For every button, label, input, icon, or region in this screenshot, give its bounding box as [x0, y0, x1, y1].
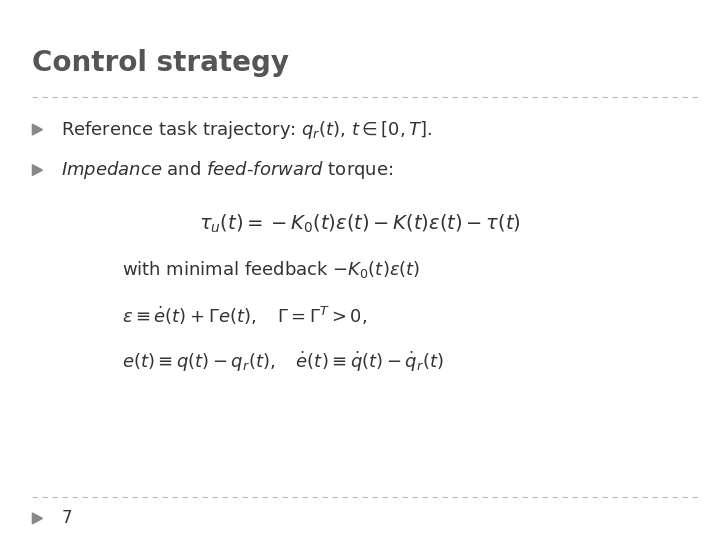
Text: $\mathit{Impedance}$ and $\mathit{feed\text{-}forward}$ torque:: $\mathit{Impedance}$ and $\mathit{feed\t…: [61, 159, 394, 181]
Text: 7: 7: [61, 509, 72, 528]
Polygon shape: [32, 124, 42, 135]
Text: $e(t) \equiv q(t) - q_r(t), \quad \dot{e}(t) \equiv \dot{q}(t) - \dot{q}_r(t)$: $e(t) \equiv q(t) - q_r(t), \quad \dot{e…: [122, 350, 444, 374]
Text: $\tau_u(t) = -K_0(t)\varepsilon(t) - K(t)\varepsilon(t) - \tau(t)$: $\tau_u(t) = -K_0(t)\varepsilon(t) - K(t…: [199, 213, 521, 235]
Text: Reference task trajectory: $q_r(t)$, $t\in[0, T]$.: Reference task trajectory: $q_r(t)$, $t\…: [61, 119, 433, 140]
Polygon shape: [32, 165, 42, 176]
Text: Control strategy: Control strategy: [32, 49, 289, 77]
Polygon shape: [32, 513, 42, 524]
Text: with minimal feedback $-K_0(t)\varepsilon(t)$: with minimal feedback $-K_0(t)\varepsilo…: [122, 260, 420, 280]
Text: $\varepsilon \equiv \dot{e}(t) + \Gamma e(t), \quad \Gamma = \Gamma^T > 0,$: $\varepsilon \equiv \dot{e}(t) + \Gamma …: [122, 305, 367, 327]
